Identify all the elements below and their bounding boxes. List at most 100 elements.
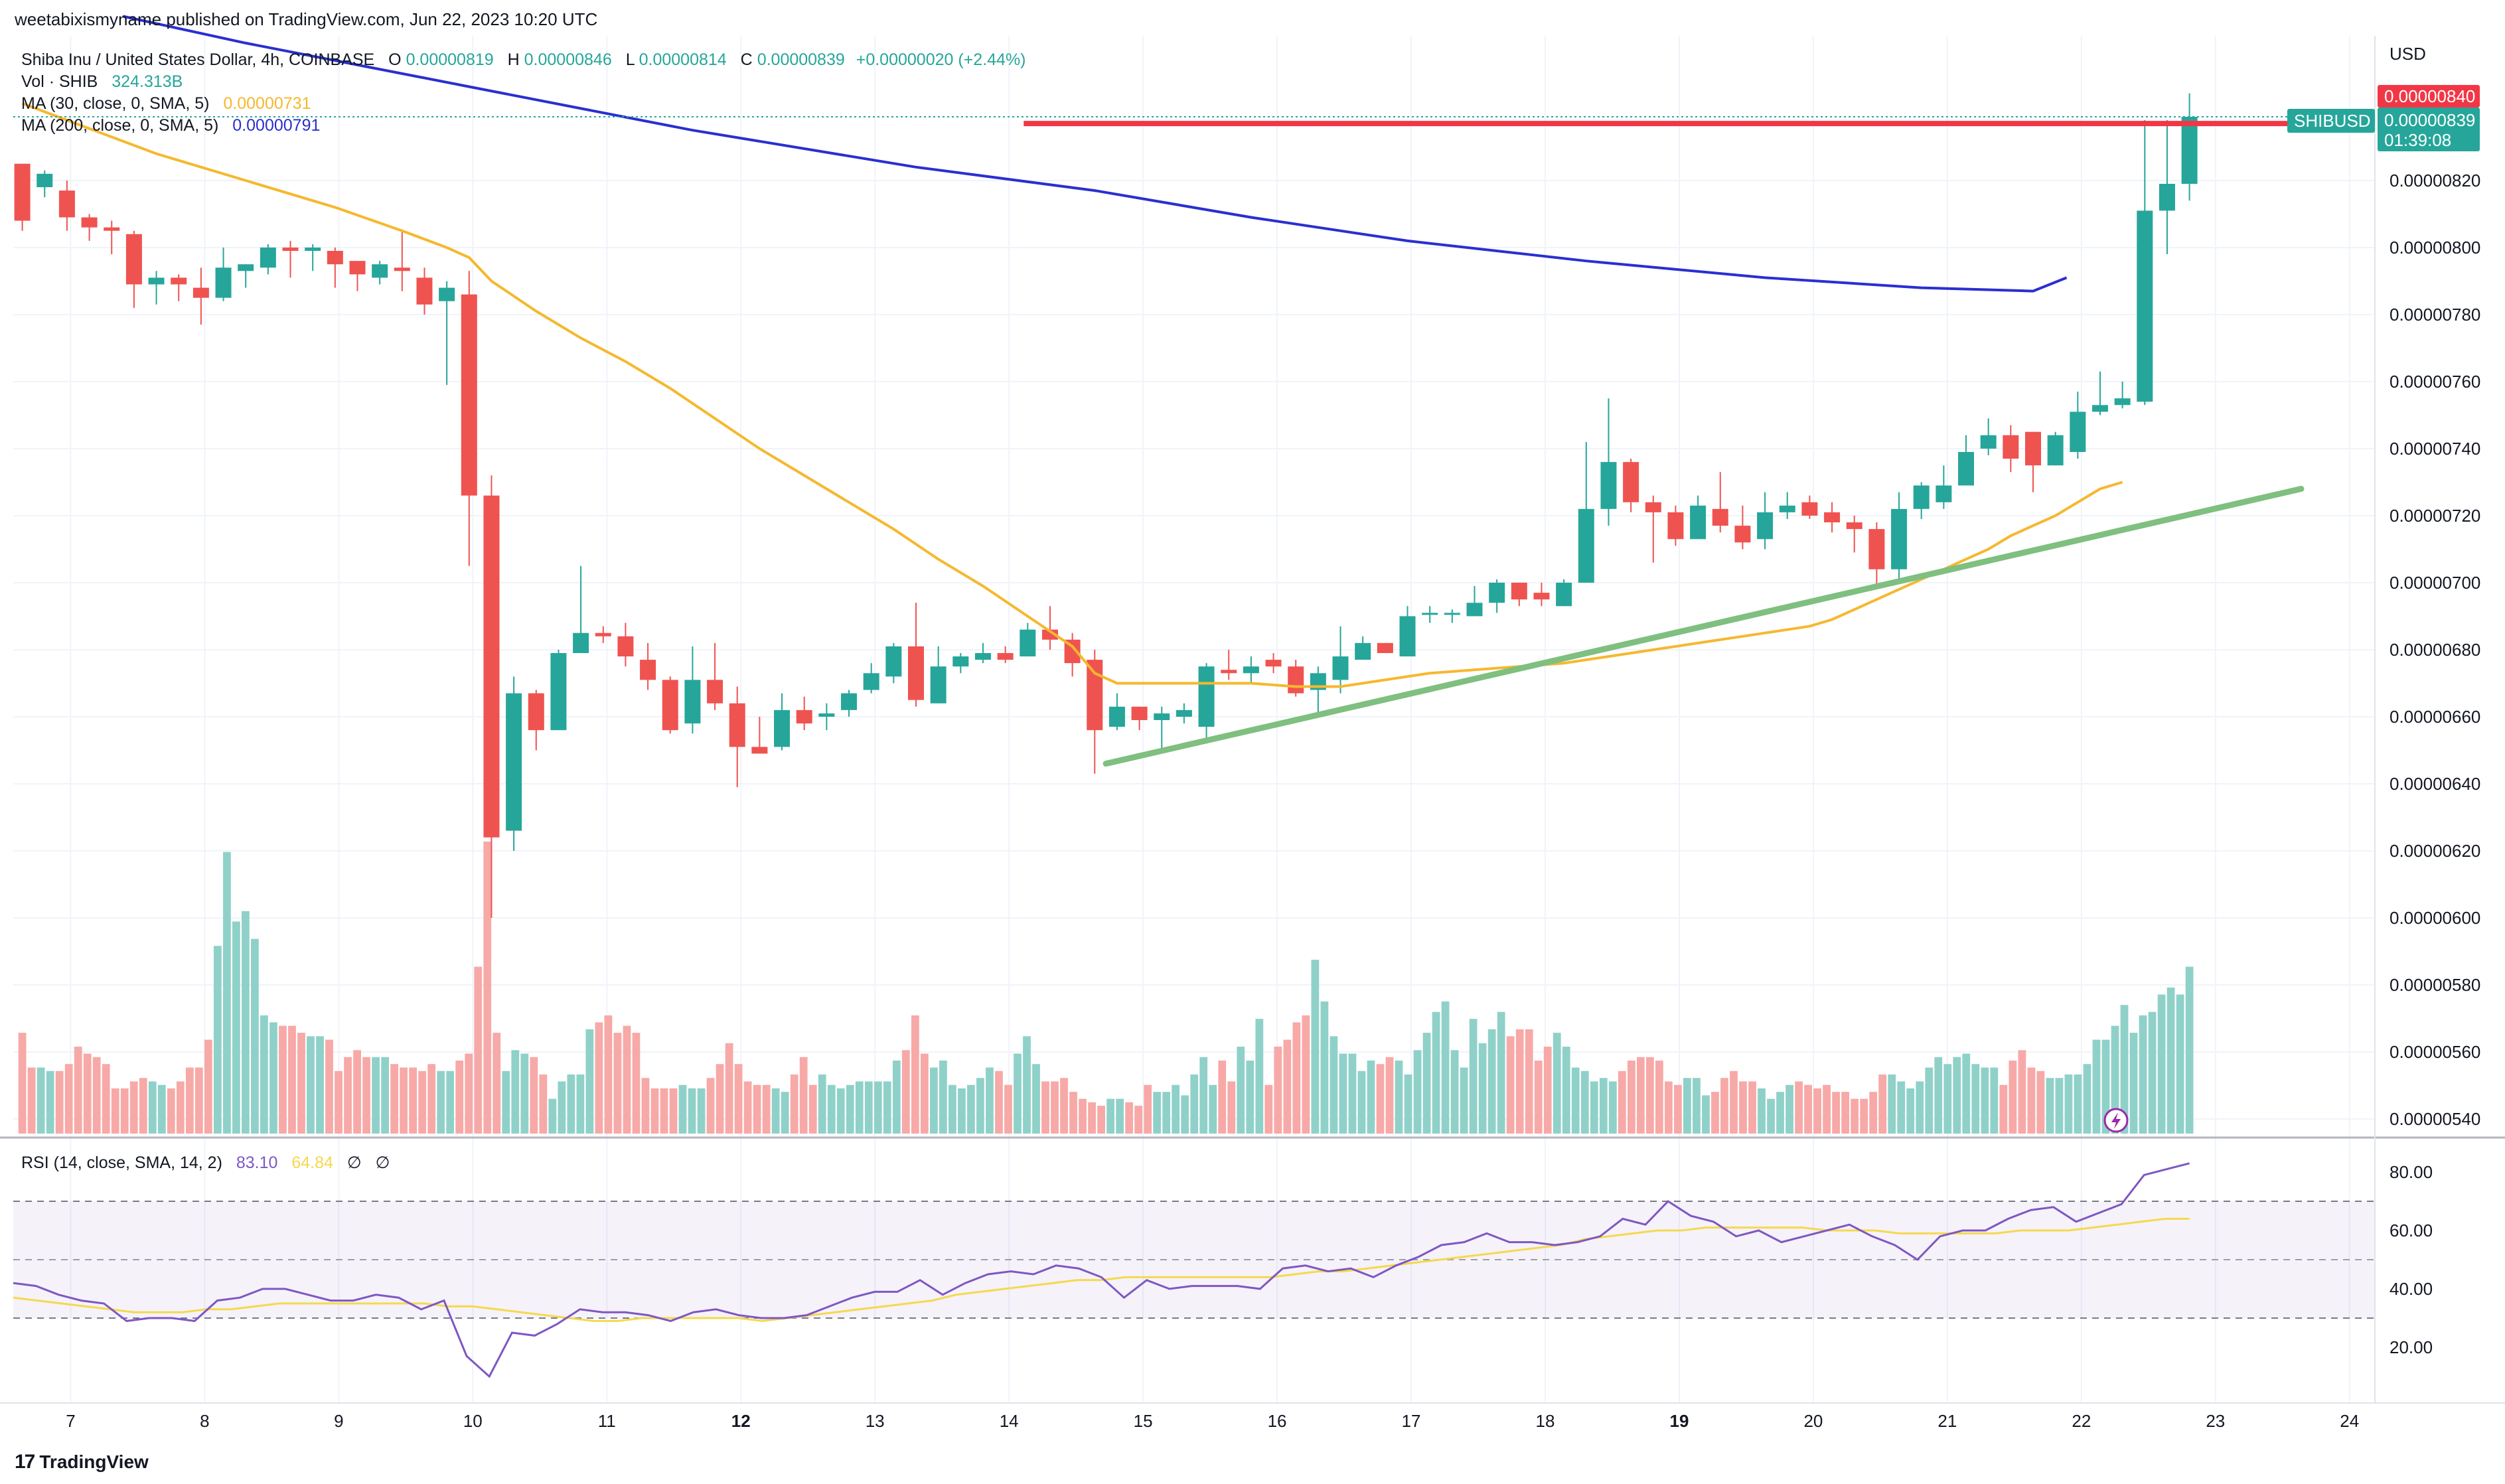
volume-bar bbox=[1953, 1057, 1961, 1134]
volume-bar bbox=[697, 1088, 706, 1134]
volume-bar bbox=[1795, 1081, 1803, 1134]
volume-bar bbox=[1897, 1081, 1906, 1134]
volume-bar bbox=[194, 1067, 203, 1134]
volume-bar bbox=[2036, 1071, 2045, 1134]
ma200-value: 0.00000791 bbox=[232, 116, 320, 135]
candle-body bbox=[1980, 435, 1997, 449]
time-axis-ticks: 7 8 9 10 11 12 13 14 15 16 17 18 19 20 21 22 23 24 bbox=[66, 1411, 2359, 1431]
volume-bar bbox=[1246, 1061, 1254, 1134]
volume-bar bbox=[1645, 1057, 1654, 1134]
volume-bar bbox=[623, 1025, 631, 1134]
volume-bar bbox=[901, 1050, 910, 1134]
volume-bar bbox=[1506, 1036, 1515, 1134]
candle-body bbox=[1958, 452, 1975, 486]
symbol-title: Shiba Inu / United States Dollar, 4h, CO… bbox=[21, 50, 374, 69]
volume-bar bbox=[1218, 1061, 1227, 1134]
legend-symbol-row[interactable]: Shiba Inu / United States Dollar, 4h, CO… bbox=[21, 50, 1026, 69]
price-tick-label: 0.00000600 bbox=[2390, 908, 2480, 928]
legend-ma200-row[interactable]: MA (200, close, 0, SMA, 5) 0.00000791 bbox=[21, 116, 320, 135]
price-tick-label: 0.00000780 bbox=[2390, 305, 2480, 325]
legend-rsi-row[interactable]: RSI (14, close, SMA, 14, 2) 83.10 64.84 … bbox=[21, 1153, 390, 1172]
legend-volume-row[interactable]: Vol · SHIB 324.313B bbox=[21, 72, 183, 91]
close-label: C bbox=[741, 50, 753, 69]
volume-bar bbox=[1543, 1047, 1552, 1134]
price-tick-label: 0.00000700 bbox=[2390, 573, 2480, 593]
volume-bar bbox=[1981, 1067, 1989, 1134]
volume-bar bbox=[2166, 988, 2175, 1134]
candle-body bbox=[171, 277, 187, 285]
flash-icon[interactable] bbox=[2103, 1108, 2129, 1133]
ma200-label: MA (200, close, 0, SMA, 5) bbox=[21, 116, 218, 135]
volume-bar bbox=[1190, 1074, 1199, 1134]
volume-bar bbox=[37, 1067, 45, 1134]
volume-bar bbox=[2139, 1015, 2147, 1134]
candle-body bbox=[1757, 512, 1774, 540]
support-trend-line[interactable] bbox=[1102, 486, 2305, 767]
volume-bar bbox=[465, 1053, 473, 1134]
candle-body bbox=[260, 247, 276, 268]
rsi-value: 83.10 bbox=[236, 1153, 278, 1172]
volume-bar bbox=[1925, 1067, 1934, 1134]
legend-ma30-row[interactable]: MA (30, close, 0, SMA, 5) 0.00000731 bbox=[21, 94, 311, 113]
volume-bar bbox=[1860, 1098, 1868, 1134]
candle-body bbox=[1913, 485, 1930, 509]
volume-bar bbox=[939, 1061, 947, 1134]
header: weetabixismyname published on TradingVie… bbox=[0, 0, 2505, 36]
volume-bar bbox=[1116, 1098, 1124, 1134]
candle-body bbox=[1533, 593, 1550, 600]
candle-body bbox=[2181, 117, 2198, 184]
volume-bar bbox=[1618, 1071, 1626, 1134]
volume-bar bbox=[1079, 1098, 1087, 1134]
candle-body bbox=[930, 666, 947, 704]
open-label: O bbox=[388, 50, 401, 69]
rsi-line bbox=[13, 1162, 2190, 1378]
candle-body bbox=[751, 747, 768, 754]
high-value: 0.00000846 bbox=[524, 50, 612, 69]
volume-bar bbox=[2101, 1039, 2110, 1134]
volume-bar bbox=[1534, 1061, 1543, 1134]
volume-bar bbox=[1413, 1050, 1422, 1134]
time-tick-label: 20 bbox=[1803, 1411, 1823, 1431]
volume-bar bbox=[74, 1047, 82, 1134]
candle-body bbox=[1623, 462, 1639, 502]
volume-bar bbox=[539, 1074, 548, 1134]
volume-bar bbox=[2185, 966, 2194, 1134]
candle-body bbox=[2114, 398, 2131, 406]
rsi-axis-ticks: 80.00 60.00 40.00 20.00 bbox=[2390, 1162, 2433, 1357]
eye-off-icon-2[interactable]: ∅ bbox=[376, 1153, 390, 1172]
tradingview-logo-icon: 17 bbox=[15, 1451, 35, 1473]
ma30-label: MA (30, close, 0, SMA, 5) bbox=[21, 94, 209, 113]
candle-body bbox=[1087, 660, 1103, 731]
ma30-line bbox=[21, 102, 2123, 688]
price-tick-label: 0.00000620 bbox=[2390, 841, 2480, 861]
candle-body bbox=[1556, 582, 1572, 607]
volume-bar bbox=[64, 1064, 73, 1134]
candle-body bbox=[1355, 642, 1371, 660]
volume-bar bbox=[558, 1081, 566, 1134]
volume-bar bbox=[1962, 1053, 1971, 1134]
tradingview-logo[interactable]: 17 TradingView bbox=[15, 1451, 149, 1473]
candle-body bbox=[662, 680, 678, 731]
candle-body bbox=[14, 163, 31, 221]
volume-bar bbox=[1711, 1092, 1719, 1134]
volume-bar bbox=[790, 1074, 798, 1134]
volume-bar bbox=[669, 1088, 678, 1134]
volume-bar bbox=[548, 1098, 557, 1134]
volume-bar bbox=[1357, 1071, 1366, 1134]
volume-bar bbox=[1441, 1001, 1450, 1134]
candle-body bbox=[1824, 512, 1841, 523]
volume-bar bbox=[1097, 1106, 1105, 1134]
volume-bar bbox=[232, 921, 240, 1134]
volume-bar bbox=[2111, 1025, 2119, 1134]
rsi-tick-label: 20.00 bbox=[2390, 1337, 2433, 1357]
candle-body bbox=[2025, 431, 2041, 466]
volume-bar bbox=[1227, 1081, 1236, 1134]
price-tick-label: 0.00000820 bbox=[2390, 171, 2480, 190]
volume-bar bbox=[242, 911, 250, 1134]
candle-body bbox=[125, 234, 142, 285]
candle-body bbox=[595, 632, 611, 636]
volume-bar bbox=[390, 1064, 399, 1134]
volume-bar bbox=[986, 1067, 994, 1134]
volume-bar bbox=[1153, 1092, 1162, 1134]
eye-off-icon[interactable]: ∅ bbox=[347, 1153, 362, 1172]
